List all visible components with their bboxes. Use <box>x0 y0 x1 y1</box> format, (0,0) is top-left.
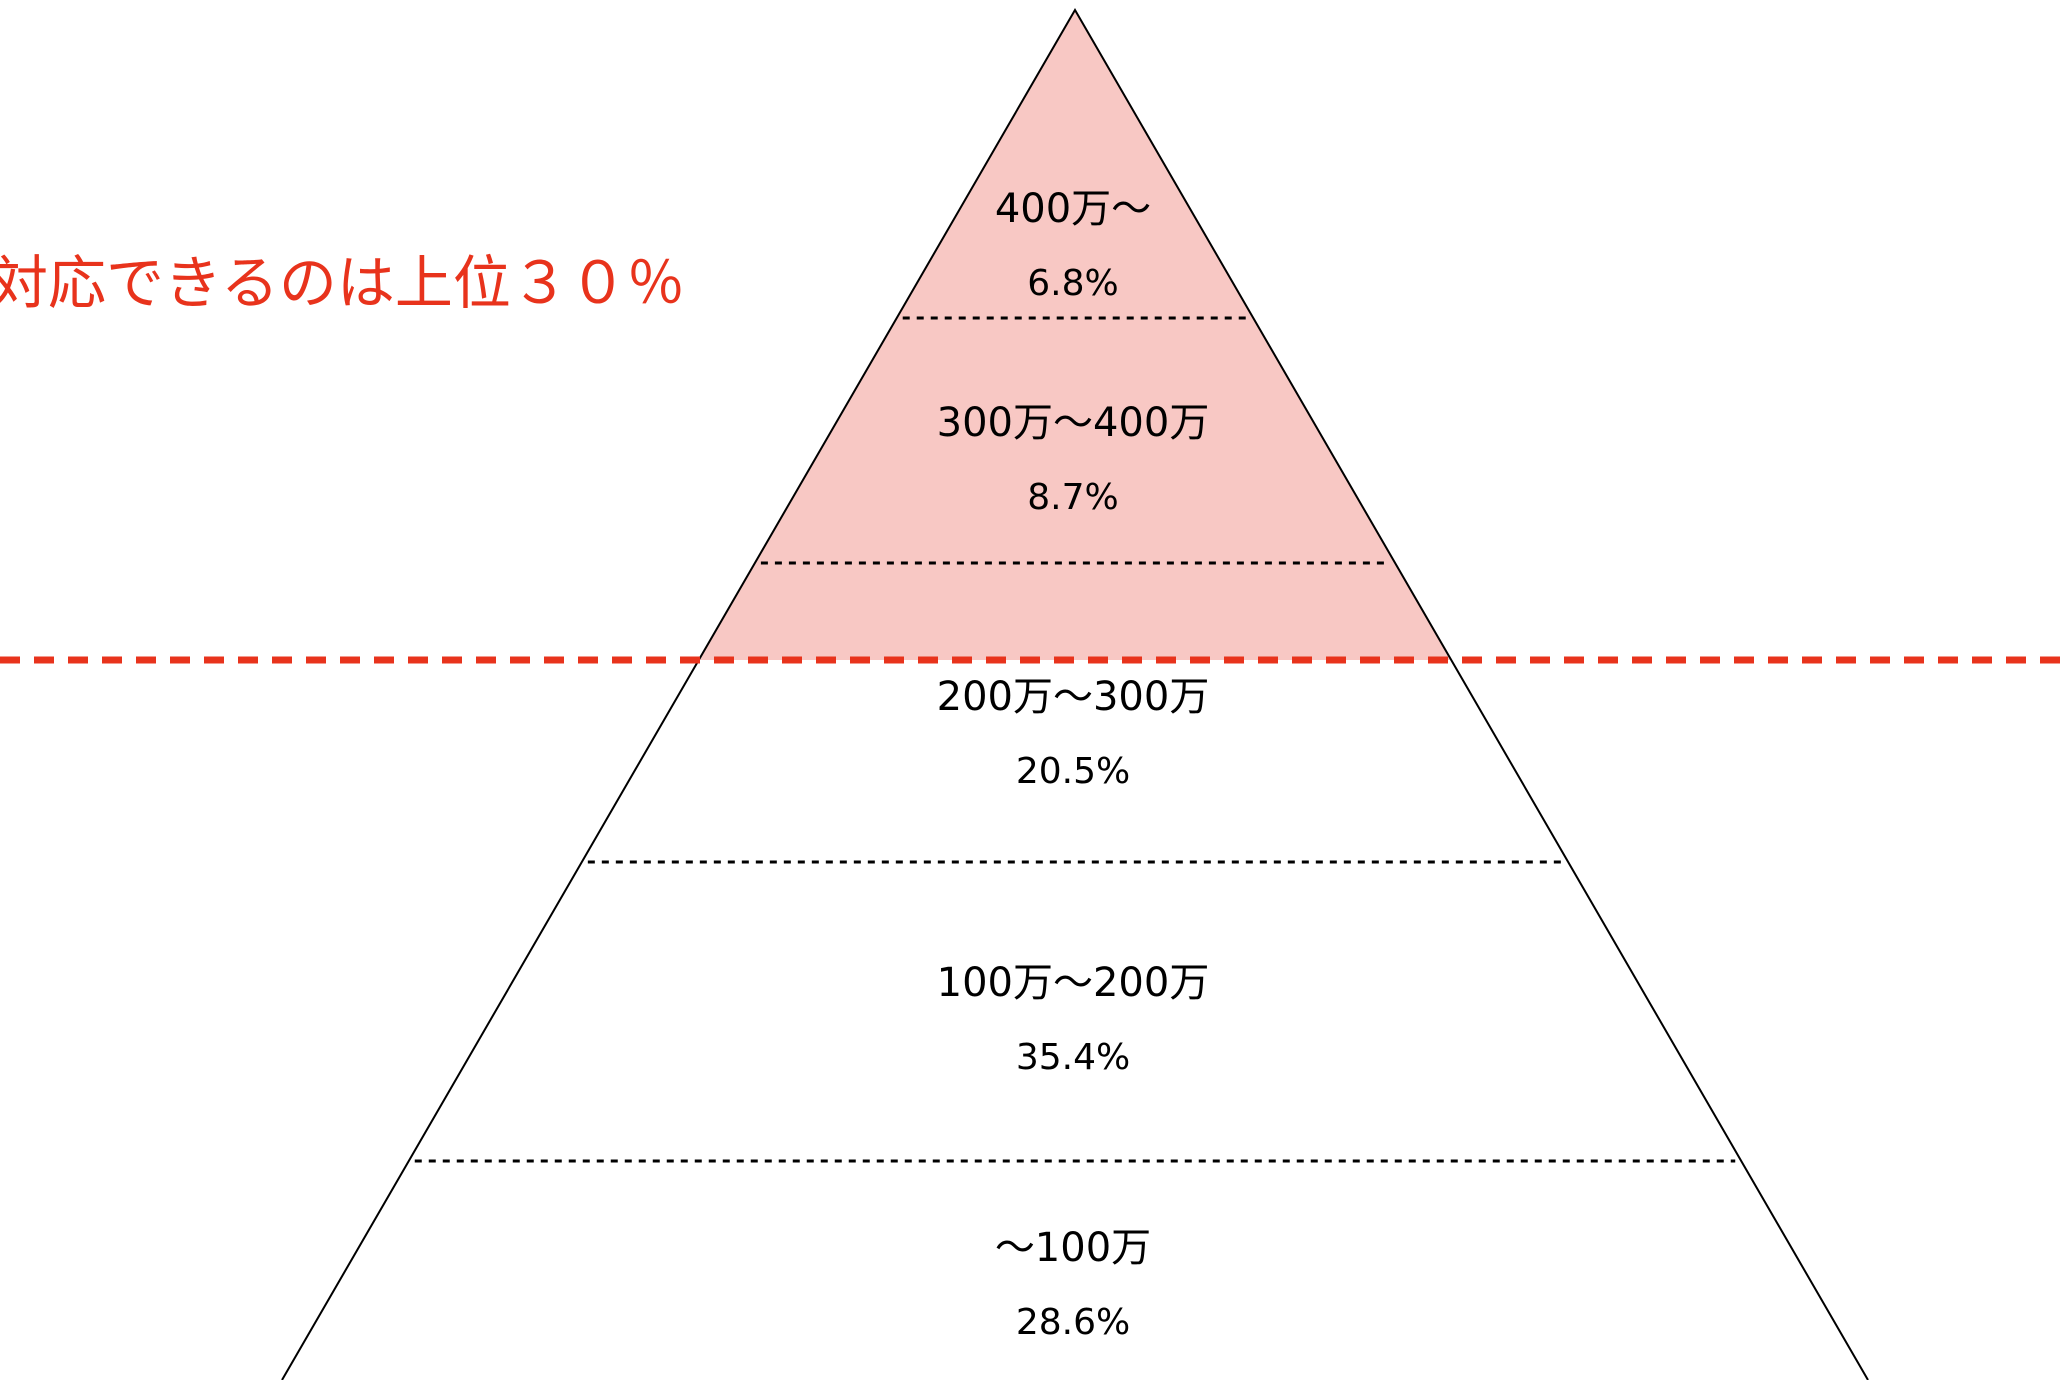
tier-range-label: 200万～300万 <box>937 674 1210 720</box>
tier-share-label: 8.7% <box>1027 477 1118 518</box>
tier-range-label: 100万～200万 <box>937 960 1210 1006</box>
tier-share-label: 35.4% <box>1016 1037 1130 1078</box>
tier-share-label: 6.8% <box>1027 263 1118 304</box>
tier-share-label: 20.5% <box>1016 751 1130 792</box>
tier-range-label: 400万～ <box>995 186 1151 232</box>
top-30-callout: 対応できるのは上位３０％ <box>0 249 685 317</box>
tier-share-label: 28.6% <box>1016 1302 1130 1343</box>
tier-range-label: 300万～400万 <box>937 400 1210 446</box>
pyramid-outline <box>281 8 1869 1380</box>
tier-range-label: ～100万 <box>995 1225 1151 1271</box>
top-30-highlight <box>698 10 1452 660</box>
